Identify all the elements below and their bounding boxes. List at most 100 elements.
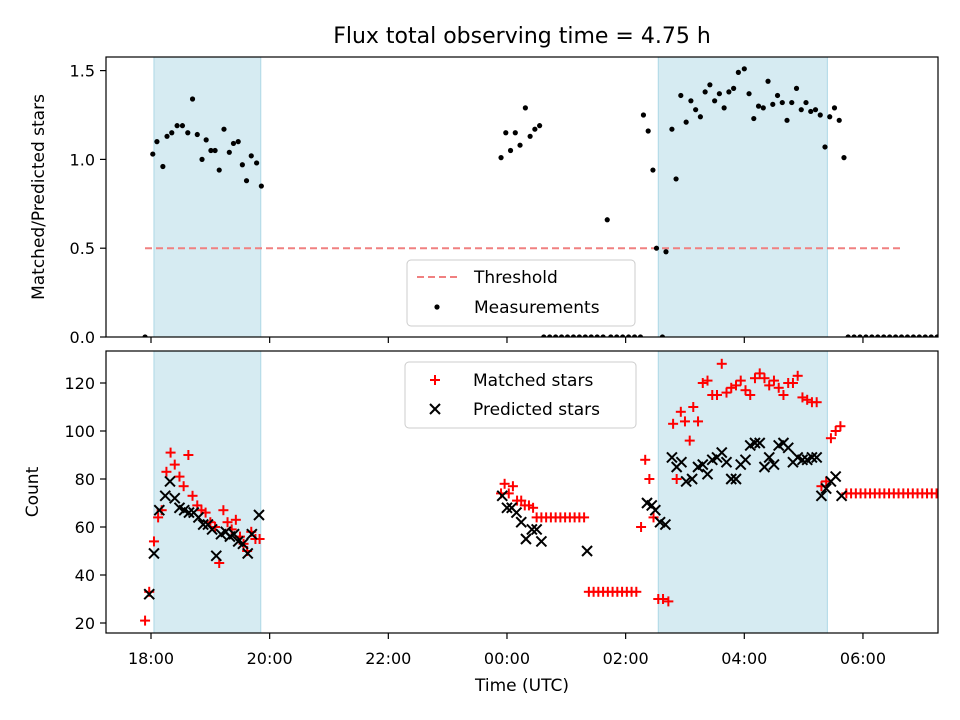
matched-stars-point [835, 421, 846, 432]
predicted-stars-point [815, 490, 828, 502]
measurement-point [160, 163, 166, 170]
measurement-point [537, 123, 543, 129]
matched-stars-point [735, 375, 746, 386]
measurement-point [928, 334, 934, 337]
measurement-point [230, 140, 237, 147]
measurement-point [208, 147, 214, 154]
measurement-point [735, 69, 741, 75]
measurement-point [576, 334, 582, 337]
matched-stars-point [688, 402, 699, 412]
count-panel-ylabel: Count [23, 466, 43, 517]
measurement-point [827, 114, 833, 120]
measurement-point [702, 89, 708, 95]
measurement-point [803, 99, 809, 106]
predicted-stars-point [237, 538, 249, 550]
predicted-stars-point [720, 456, 733, 468]
observing-window-span [153, 351, 262, 633]
measurement-point [726, 89, 732, 95]
matched-stars-point [716, 358, 727, 369]
measurement-point [142, 334, 148, 337]
predicted-stars-point [754, 437, 766, 449]
measurement-point [760, 105, 766, 111]
measurement-point [789, 99, 795, 106]
measurement-point [221, 126, 227, 132]
matched-stars-point [811, 397, 822, 408]
measurement-point [216, 167, 222, 173]
predicted-stars-point [649, 504, 662, 516]
predicted-stars-point [242, 547, 254, 560]
measurement-point [203, 137, 209, 143]
x-tick-label: 18:00 [128, 649, 174, 668]
matched-stars-point [644, 474, 655, 484]
matched-stars-point [178, 481, 189, 492]
predicted-stars-point [228, 528, 240, 540]
predicted-stars-point [810, 451, 823, 464]
measurement-point [808, 108, 814, 115]
measurement-point [512, 130, 518, 136]
measurement-point [784, 117, 790, 123]
predicted-stars-point [768, 458, 780, 471]
predicted-stars-point [169, 492, 181, 504]
matched-stars-point [946, 488, 956, 498]
measurement-point [892, 334, 899, 337]
matched-stars-point [754, 368, 765, 379]
predicted-stars-point [510, 506, 523, 519]
legend-matched-swatch [430, 375, 440, 385]
y-tick-label: 100 [64, 422, 95, 441]
predicted-stars-point [675, 456, 688, 468]
predicted-stars-point [143, 588, 155, 600]
measurement-point [604, 217, 610, 223]
measurement-point [741, 66, 747, 72]
measurement-point [712, 98, 718, 104]
matched-stars-point [183, 450, 194, 460]
predicted-stars-point [730, 473, 742, 485]
measurement-point [663, 249, 669, 255]
matched-stars-point [768, 375, 779, 386]
y-tick-label: 60 [75, 518, 95, 537]
predicted-stars-point [796, 454, 809, 466]
measurement-point [779, 99, 785, 106]
measurement-point [532, 126, 538, 132]
x-tick-label: 02:00 [603, 649, 649, 668]
measurement-point [503, 130, 509, 136]
matched-stars-point [702, 375, 713, 386]
predicted-stars-point [496, 490, 508, 502]
matched-stars-point [579, 512, 590, 523]
predicted-stars-point [835, 490, 848, 502]
measurement-point [831, 105, 838, 111]
matched-stars-point [773, 382, 784, 393]
x-tick-label: 20:00 [247, 649, 293, 668]
measurement-point [507, 147, 514, 154]
measurement-point [235, 139, 241, 145]
measurement-point [258, 183, 264, 189]
measurement-point [707, 82, 713, 88]
measurement-point [243, 178, 250, 184]
matched-stars-point [218, 505, 229, 516]
measurement-point [683, 119, 689, 125]
matched-stars-point [693, 416, 704, 427]
measurement-point [693, 107, 699, 113]
measurement-point [226, 149, 232, 155]
matched-stars-point [148, 536, 159, 547]
measurement-point [653, 245, 660, 251]
measurement-point [154, 139, 160, 145]
matched-stars-point [787, 378, 798, 388]
measurement-point [553, 334, 559, 337]
legend-box [404, 361, 637, 429]
measurement-point [248, 153, 254, 159]
matched-stars-point [640, 454, 651, 465]
measurement-point [721, 105, 727, 111]
matched-stars-point [658, 594, 669, 604]
measurement-point [934, 334, 938, 337]
legend-predicted-swatch [429, 403, 441, 415]
legend-measurements-swatch [434, 304, 440, 310]
predicted-stars-point [197, 518, 209, 531]
predicted-stars-point [159, 490, 171, 502]
predicted-stars-point [680, 475, 692, 488]
count-panel-frame [105, 350, 939, 634]
matched-stars-point [730, 380, 741, 391]
measurement-point [498, 155, 504, 161]
y-tick-label: 1.0 [70, 150, 95, 169]
predicted-stars-point [535, 535, 548, 548]
measurement-point [678, 92, 684, 99]
